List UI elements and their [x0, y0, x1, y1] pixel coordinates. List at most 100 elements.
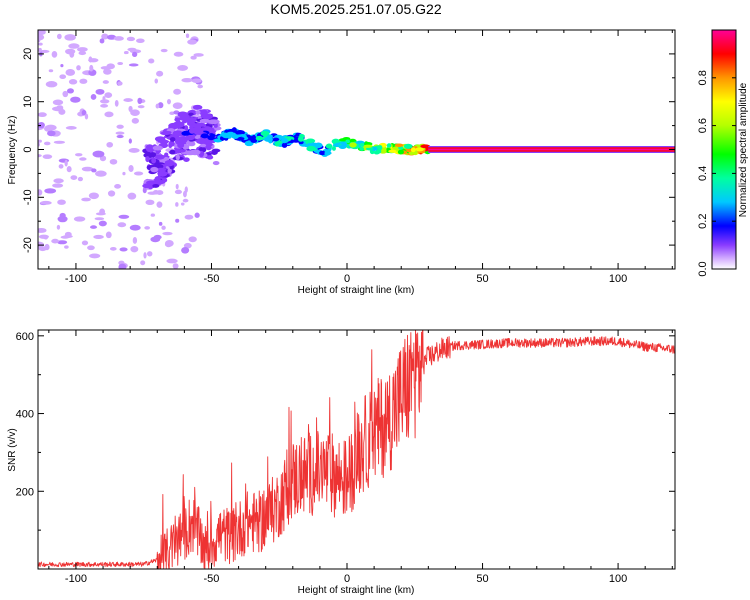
spectral-ridge-blob — [281, 137, 288, 144]
snr-y-axis-label: SNR (v/v) — [7, 428, 18, 471]
spectral-cluster-blob — [205, 144, 212, 151]
spectral-noise-blob — [38, 30, 46, 36]
spectral-noise-blob — [156, 70, 164, 77]
spectral-noise-blob — [133, 171, 144, 176]
spectral-noise-blob — [38, 122, 45, 129]
spectral-noise-blob — [188, 236, 197, 243]
spectral-noise-blob — [114, 99, 119, 107]
spectral-noise-blob — [95, 170, 107, 177]
spectral-cluster-blob — [152, 145, 163, 151]
spectral-noise-blob — [43, 155, 52, 159]
x-tick-label: 0 — [344, 573, 350, 585]
spectral-ridge-blob — [231, 134, 239, 139]
spectral-noise-blob — [104, 92, 113, 99]
spectral-cluster-blob — [160, 139, 169, 145]
spectral-noise-blob — [44, 124, 57, 131]
spectral-noise-blob — [117, 222, 127, 228]
spectral-ridge-blob — [209, 134, 214, 140]
spectral-noise-blob — [166, 98, 171, 105]
carrier-core — [428, 148, 675, 151]
spectral-noise-blob — [113, 36, 124, 41]
spectral-noise-blob — [51, 50, 58, 58]
spectral-noise-blob — [109, 246, 117, 251]
spectral-cluster-blob — [169, 137, 176, 142]
spectral-noise-blob — [53, 178, 64, 184]
spectral-noise-blob — [116, 124, 124, 129]
spectral-noise-blob — [88, 192, 99, 200]
spectral-noise-blob — [175, 218, 180, 223]
spectral-noise-blob — [65, 48, 76, 55]
spectral-cluster-blob — [155, 167, 167, 172]
spectral-ridge-blob — [386, 143, 392, 148]
spectral-ridge-blob — [332, 139, 342, 143]
spectral-noise-blob — [40, 200, 52, 205]
spectral-noise-blob — [126, 36, 135, 42]
spectral-cluster-blob — [189, 149, 201, 156]
spectral-noise-blob — [94, 217, 105, 221]
spectral-noise-blob — [90, 94, 97, 100]
spectral-noise-blob — [182, 198, 189, 203]
spectral-noise-blob — [66, 88, 74, 94]
spectral-noise-blob — [173, 51, 184, 57]
spectral-noise-blob — [183, 242, 192, 249]
spectral-noise-blob — [84, 113, 89, 120]
y-tick-label: 20 — [22, 48, 34, 60]
spectral-noise-blob — [136, 38, 145, 44]
spectral-noise-blob — [90, 225, 98, 229]
colorbar: 0.0 0.2 0.4 0.6 0.8 Normalized spectral ampl… — [697, 29, 749, 277]
spectral-noise-blob — [118, 263, 127, 269]
spectral-noise-blob — [194, 212, 200, 218]
y-tick-label: 600 — [16, 331, 34, 343]
spectral-noise-blob — [187, 39, 197, 45]
spectral-cluster-blob — [195, 110, 201, 115]
spectral-noise-blob — [129, 224, 141, 231]
spectral-cluster-blob — [151, 157, 157, 164]
spectral-noise-blob — [184, 214, 194, 220]
spectral-noise-blob — [130, 109, 140, 116]
spectral-cluster-blob — [177, 142, 185, 149]
spectral-cluster-blob — [175, 154, 180, 161]
spectral-ridge-blob — [272, 137, 280, 142]
spectral-noise-blob — [76, 47, 88, 52]
spectral-noise-blob — [65, 69, 76, 76]
spectral-ridge-blob — [306, 145, 317, 152]
chart-title: KOM5.2025.251.07.05.G22 — [270, 1, 441, 17]
spectral-ridge-blob — [222, 134, 231, 139]
spectral-cluster-blob — [177, 111, 188, 118]
spectral-noise-blob — [95, 88, 105, 95]
spectral-cluster-blob — [183, 157, 190, 162]
spectral-cluster-blob — [177, 149, 186, 153]
x-tick-label: 100 — [609, 273, 627, 285]
spectral-ridge-blob — [394, 143, 404, 148]
y-tick-label: 10 — [22, 96, 34, 108]
spectral-noise-blob — [148, 58, 155, 64]
snr-x-axis-label: Height of straight line (km) — [298, 585, 415, 596]
spectral-noise-blob — [175, 202, 179, 207]
spectral-noise-blob — [88, 56, 93, 63]
x-tick-label: 0 — [344, 273, 350, 285]
spectral-noise-blob — [129, 49, 142, 54]
spectral-noise-blob — [60, 64, 64, 68]
spectral-noise-blob — [181, 247, 190, 254]
spectral-noise-blob — [132, 236, 138, 244]
spectral-noise-blob — [128, 138, 132, 144]
spectral-cluster-blob — [157, 170, 168, 177]
spectral-noise-blob — [38, 42, 43, 46]
spectral-noise-blob — [79, 78, 88, 84]
spectrogram-marks — [38, 30, 675, 269]
spectral-cluster-blob — [152, 183, 160, 188]
spectral-noise-blob — [57, 215, 68, 223]
spectral-noise-blob — [185, 33, 190, 39]
spectral-noise-blob — [127, 192, 137, 200]
spectrogram-y-axis-label: Frequency (Hz) — [7, 116, 18, 185]
spectral-noise-blob — [132, 51, 138, 57]
x-tick-label: -50 — [204, 273, 220, 285]
spectral-noise-blob — [117, 81, 123, 86]
spectral-noise-blob — [115, 131, 125, 135]
spectral-noise-blob — [93, 234, 104, 239]
spectral-ridge-blob — [255, 135, 264, 141]
spectral-ridge-blob — [359, 142, 365, 148]
snr-line — [38, 330, 675, 569]
spectral-ridge-blob — [319, 150, 326, 156]
